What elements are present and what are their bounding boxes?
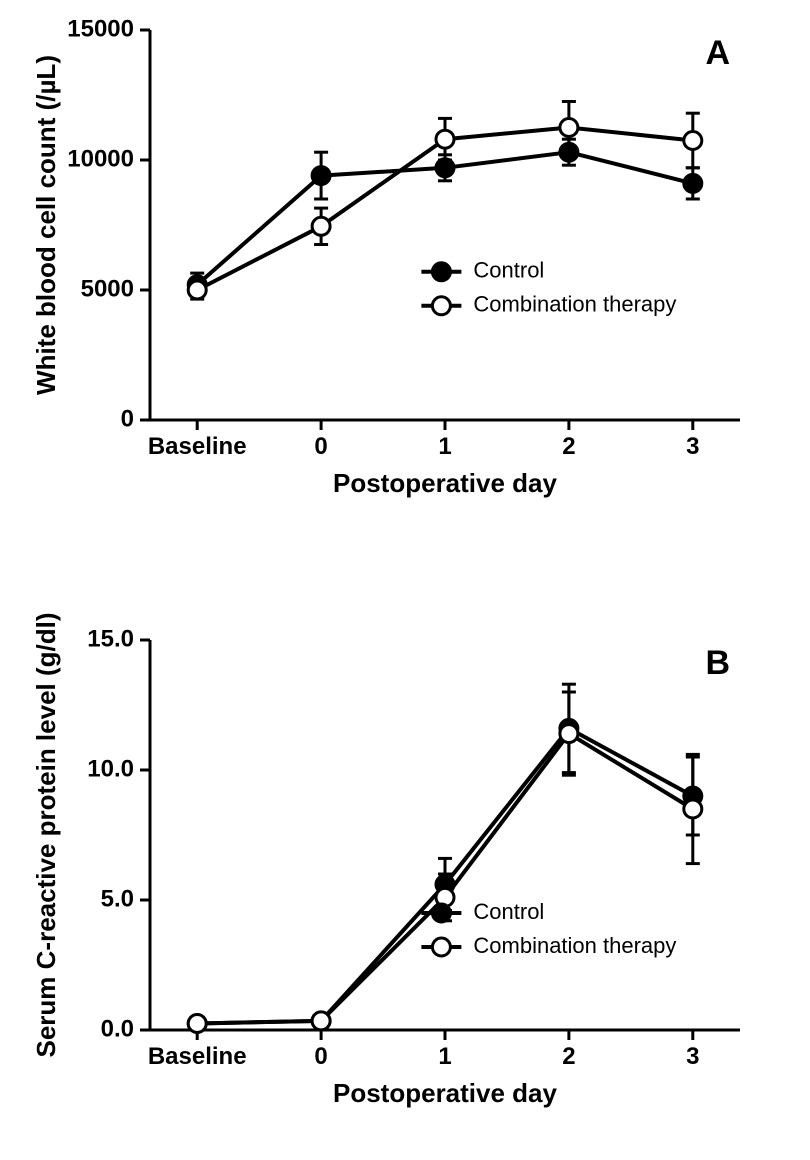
panel-a: 0 5000 10000 15000 Baseline 0 1 2 3 Postoperative…: [0, 0, 810, 560]
svg-text:3: 3: [686, 1043, 699, 1070]
panel-a-svg: 0 5000 10000 15000 Baseline 0 1 2 3 Postoperative…: [0, 0, 810, 560]
svg-text:5000: 5000: [81, 275, 134, 302]
svg-text:Postoperative day: Postoperative day: [333, 1078, 558, 1108]
svg-text:15.0: 15.0: [87, 625, 134, 652]
svg-text:1: 1: [438, 1043, 451, 1070]
svg-text:2: 2: [562, 433, 575, 460]
svg-text:A: A: [705, 34, 730, 72]
svg-text:10.0: 10.0: [87, 755, 134, 782]
svg-text:15000: 15000: [67, 15, 134, 42]
panel-b-svg: 0.0 5.0 10.0 15.0 Baseline 0 1 2 3 Postoperative …: [0, 600, 810, 1160]
svg-text:1: 1: [438, 433, 451, 460]
svg-text:Serum C-reactive protein level: Serum C-reactive protein level (g/dl): [31, 612, 61, 1057]
svg-text:Combination therapy: Combination therapy: [473, 292, 676, 317]
panel-b: 0.0 5.0 10.0 15.0 Baseline 0 1 2 3 Postoperative …: [0, 600, 810, 1160]
svg-text:Baseline: Baseline: [148, 433, 247, 460]
svg-text:Postoperative day: Postoperative day: [333, 468, 558, 498]
svg-text:0: 0: [314, 433, 327, 460]
svg-text:10000: 10000: [67, 145, 134, 172]
svg-text:Baseline: Baseline: [148, 1043, 247, 1070]
svg-text:White blood cell count (/µL): White blood cell count (/µL): [31, 55, 61, 395]
svg-text:Control: Control: [473, 899, 544, 924]
svg-text:0: 0: [121, 405, 134, 432]
svg-text:5.0: 5.0: [101, 885, 134, 912]
svg-text:B: B: [705, 644, 730, 682]
svg-text:Control: Control: [473, 258, 544, 283]
svg-text:0.0: 0.0: [101, 1015, 134, 1042]
figure-page: { "figure": { "width": 810, "height": 11…: [0, 0, 810, 1160]
svg-text:0: 0: [314, 1043, 327, 1070]
svg-text:3: 3: [686, 433, 699, 460]
svg-text:2: 2: [562, 1043, 575, 1070]
svg-text:Combination therapy: Combination therapy: [473, 933, 676, 958]
